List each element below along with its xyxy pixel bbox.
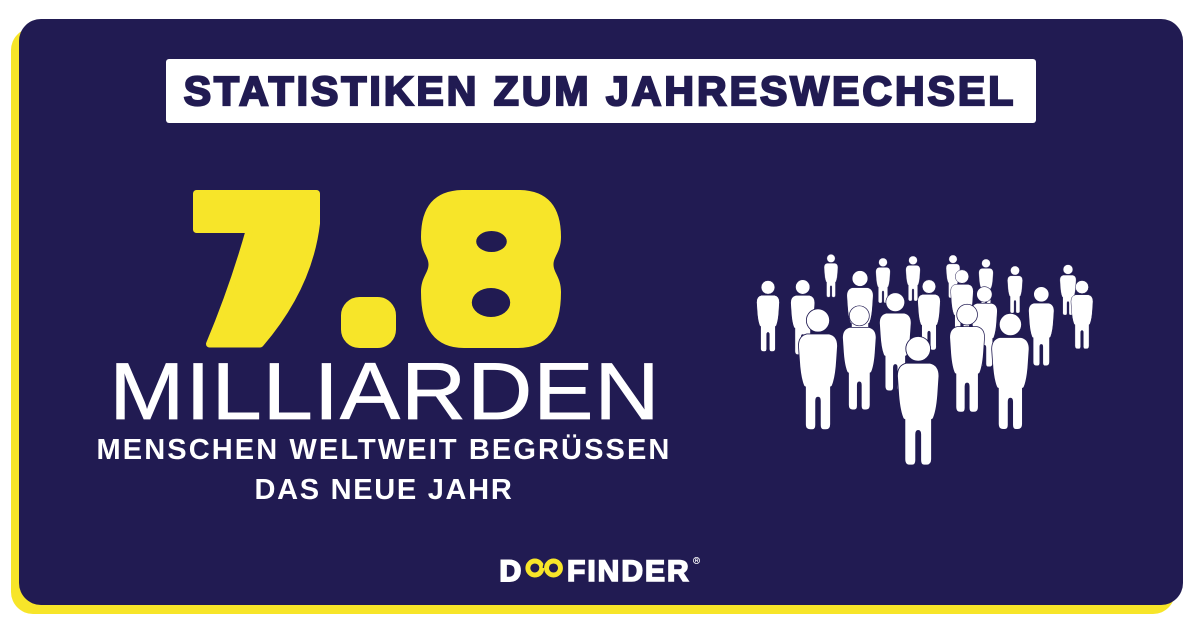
svg-text:FINDER: FINDER xyxy=(567,555,691,588)
svg-text:D: D xyxy=(500,555,522,588)
